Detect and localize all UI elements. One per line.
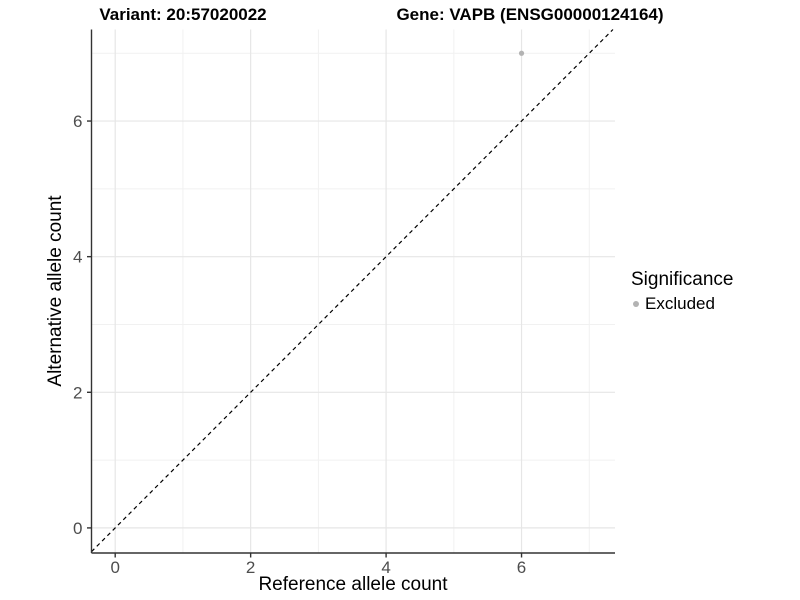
- x-tick-label: 4: [381, 558, 390, 577]
- legend: Significance Excluded: [631, 269, 733, 314]
- x-tick-label: 0: [110, 558, 119, 577]
- y-tick-label: 6: [73, 112, 82, 131]
- x-axis-title: Reference allele count: [258, 574, 448, 595]
- x-tick-label: 6: [517, 558, 526, 577]
- legend-title: Significance: [631, 269, 734, 290]
- gene-title: Gene: VAPB (ENSG00000124164): [396, 5, 664, 24]
- identity-line: [91, 29, 614, 553]
- y-tick-label: 4: [73, 248, 82, 267]
- x-tick-label: 2: [246, 558, 255, 577]
- variant-title: Variant: 20:57020022: [99, 5, 267, 24]
- y-tick-label: 2: [73, 383, 82, 402]
- y-axis-title: Alternative allele count: [45, 195, 66, 387]
- legend-item-excluded: Excluded: [631, 294, 733, 314]
- legend-item-label: Excluded: [645, 294, 715, 313]
- data-point: [518, 50, 525, 56]
- legend-marker-dot: [633, 301, 639, 307]
- y-tick-label: 0: [73, 519, 82, 538]
